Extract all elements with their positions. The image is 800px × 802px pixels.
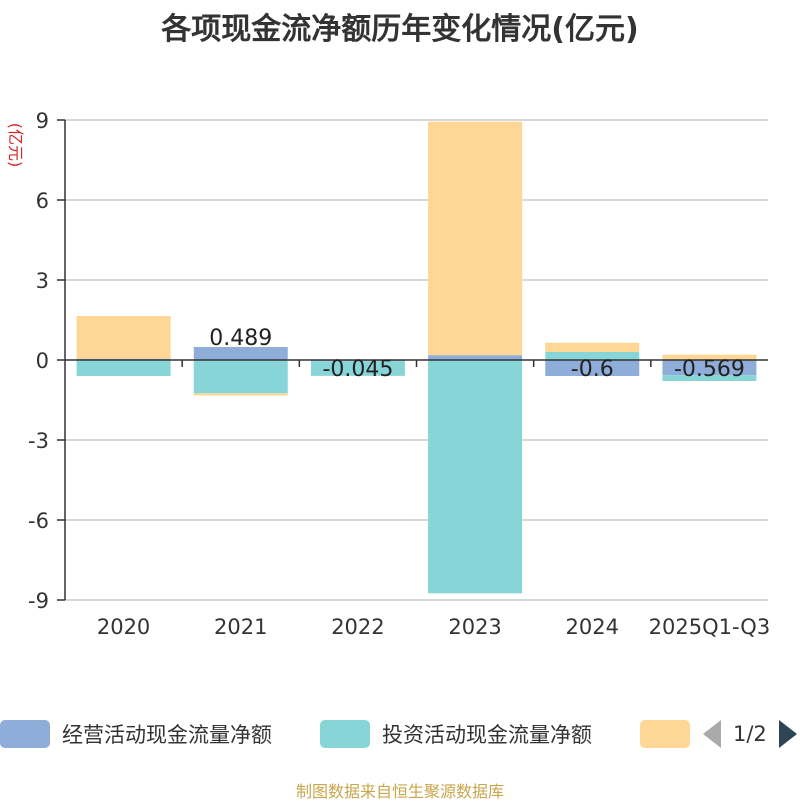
bar-overlay-series2-2023 xyxy=(428,121,523,356)
bar-series2-2021 xyxy=(193,393,288,396)
y-tick-label: 9 xyxy=(36,109,49,133)
x-tick-label: 2021 xyxy=(214,615,267,639)
bar-series1-2022 xyxy=(310,361,405,376)
legend-prev-page-icon[interactable] xyxy=(703,720,721,748)
bar-series2-2025Q1-Q3 xyxy=(662,354,757,360)
bar-series0-2021 xyxy=(193,346,288,360)
bars xyxy=(76,121,757,594)
source-note: 制图数据来自恒生聚源数据库 xyxy=(295,782,504,801)
legend-swatch-third-series xyxy=(640,720,690,748)
legend-next-page-icon[interactable] xyxy=(778,720,797,748)
bar-series0-2025Q1-Q3 xyxy=(662,360,757,376)
y-tick-label: -6 xyxy=(28,509,49,533)
bar-overlay-series2-2020 xyxy=(76,316,171,359)
axes: 9 6 3 0 -3 -6 -9 (亿元) 2020 2021 2022 2023 2024 2025Q1… xyxy=(6,109,770,639)
data-labels: 0.050.489-0.0450.183-0.6-0.569 xyxy=(76,121,745,382)
bar-series2-2024 xyxy=(545,342,640,352)
bar-series1-2024 xyxy=(545,352,640,360)
legend-item-investing[interactable]: 投资活动现金流量净额 xyxy=(320,714,592,754)
y-tick-label: 0 xyxy=(36,349,49,373)
y-tick-label: 3 xyxy=(36,269,49,293)
legend-page-indicator: 1/2 xyxy=(733,722,767,746)
x-tick-label: 2020 xyxy=(97,615,150,639)
data-label-2022: -0.045 xyxy=(322,357,393,382)
bar-series1-2025Q1-Q3 xyxy=(662,375,757,382)
y-axis-title: (亿元) xyxy=(6,123,25,168)
legend-label-operating: 经营活动现金流量净额 xyxy=(62,723,272,747)
bar-series0-2024 xyxy=(545,360,640,376)
legend-label-investing: 投资活动现金流量净额 xyxy=(382,723,592,747)
bar-series0-2023 xyxy=(428,355,523,360)
bar-series1-2023 xyxy=(428,360,523,594)
bar-chart: 9 6 3 0 -3 -6 -9 (亿元) 2020 2021 2022 2023 2024 2025Q1… xyxy=(6,109,770,639)
gridlines xyxy=(65,119,768,601)
legend: 经营活动现金流量净额 投资活动现金流量净额 1/2 xyxy=(0,714,800,754)
legend-swatch-operating xyxy=(0,720,50,748)
bar-series1-2020 xyxy=(76,360,171,376)
x-tick-label: 2024 xyxy=(566,615,619,639)
y-tick-label: -3 xyxy=(28,429,49,453)
bar-series1-2021 xyxy=(193,360,288,394)
x-tick-label: 2022 xyxy=(331,615,384,639)
x-tick-label: 2023 xyxy=(448,615,501,639)
data-label-2021: 0.489 xyxy=(209,326,272,351)
legend-swatch-investing xyxy=(320,720,370,748)
data-label-2024: -0.6 xyxy=(571,357,614,382)
legend-item-third-series[interactable] xyxy=(640,714,702,754)
data-label-2025Q1-Q3: -0.569 xyxy=(674,357,745,382)
y-tick-label: -9 xyxy=(28,589,49,613)
legend-pager: 1/2 xyxy=(700,714,800,754)
chart-title: 各项现金流净额历年变化情况(亿元) xyxy=(161,12,639,47)
legend-item-operating[interactable]: 经营活动现金流量净额 xyxy=(0,714,272,754)
y-tick-label: 6 xyxy=(36,189,49,213)
x-tick-label: 2025Q1-Q3 xyxy=(649,615,771,639)
